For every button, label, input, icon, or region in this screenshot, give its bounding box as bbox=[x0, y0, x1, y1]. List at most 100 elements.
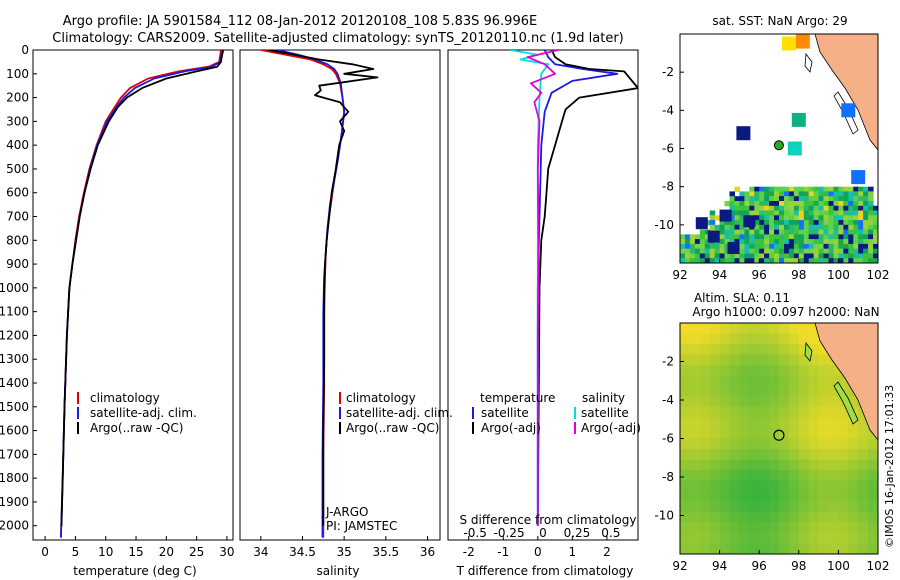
sst-cell bbox=[749, 205, 755, 212]
x-tick-label: 5 bbox=[72, 545, 80, 559]
sst-cell bbox=[764, 191, 770, 197]
sla-cell bbox=[848, 512, 859, 524]
sla-cell bbox=[709, 449, 721, 461]
sla-cell bbox=[680, 365, 691, 377]
sla-cell bbox=[749, 365, 760, 377]
sla-cell bbox=[709, 375, 721, 387]
sst-cell bbox=[848, 210, 854, 216]
sst-cell bbox=[853, 215, 859, 221]
sst-cell bbox=[685, 243, 691, 250]
sla-cell bbox=[680, 543, 691, 554]
sla-cell bbox=[769, 533, 780, 545]
sst-cell bbox=[724, 229, 730, 235]
sst-cell bbox=[818, 220, 825, 226]
sst-cell bbox=[699, 234, 706, 240]
sst-cell bbox=[759, 215, 765, 221]
sla-cell bbox=[868, 522, 878, 534]
sst-cell bbox=[784, 191, 790, 197]
sla-cell bbox=[858, 543, 869, 554]
sst-cell bbox=[754, 196, 760, 202]
sst-cell bbox=[734, 196, 740, 202]
sst-cell bbox=[863, 196, 869, 202]
lon-tick-label: 94 bbox=[712, 268, 727, 282]
sla-cell bbox=[709, 512, 721, 524]
sst-cell bbox=[695, 217, 708, 230]
depth-tick-label: 1100 bbox=[0, 305, 29, 319]
sst-cell bbox=[803, 224, 810, 231]
sst-cell bbox=[823, 201, 829, 207]
sst-cell bbox=[808, 210, 815, 216]
sla-cell bbox=[798, 480, 810, 492]
sst-cell bbox=[808, 205, 815, 212]
sst-cell bbox=[853, 186, 859, 192]
sst-cell bbox=[858, 224, 864, 231]
sst-cell bbox=[868, 243, 874, 250]
sla-map-land bbox=[804, 323, 878, 441]
sst-cell bbox=[868, 196, 874, 202]
sla-cell bbox=[689, 480, 701, 492]
sla-cell bbox=[689, 333, 701, 345]
sst-cell bbox=[868, 224, 874, 231]
sst-cell bbox=[784, 196, 790, 202]
sla-cell bbox=[759, 522, 770, 534]
sla-cell bbox=[709, 438, 721, 450]
x-tick-label: 20 bbox=[159, 545, 174, 559]
depth-tick-label: 1200 bbox=[0, 328, 29, 342]
sst-cell bbox=[754, 201, 760, 207]
sst-cell bbox=[709, 215, 716, 221]
sst-cell bbox=[853, 234, 859, 240]
sst-cell bbox=[873, 258, 878, 263]
sst-cell bbox=[828, 234, 834, 240]
sst-cell bbox=[764, 186, 770, 192]
sla-map-axis-ticks: 92 94 96 98 100 102 -2 -4 -6 -8 -10 bbox=[654, 355, 889, 574]
sla-cell bbox=[719, 375, 731, 387]
sst-cell bbox=[793, 224, 800, 231]
sla-cell bbox=[798, 396, 810, 408]
sla-cell bbox=[838, 543, 849, 554]
sla-cell bbox=[769, 470, 780, 482]
sst-cell bbox=[863, 248, 869, 254]
sla-cell bbox=[818, 459, 830, 471]
salinity-legend: climatology satellite-adj. clim. Argo(..… bbox=[339, 391, 453, 435]
series-line-climatology bbox=[60, 50, 222, 538]
sla-cell bbox=[719, 417, 731, 429]
sla-cell bbox=[689, 428, 701, 440]
sla-cell bbox=[699, 354, 711, 366]
sst-cell bbox=[818, 253, 825, 259]
sla-cell bbox=[749, 449, 760, 461]
sst-cell bbox=[848, 196, 854, 202]
lat-tick-label: -10 bbox=[654, 218, 674, 232]
sst-cell bbox=[833, 248, 839, 254]
island-outline bbox=[804, 52, 813, 73]
sst-cell bbox=[808, 220, 815, 226]
sla-cell bbox=[779, 354, 790, 366]
argo-point bbox=[851, 170, 866, 185]
sst-cell bbox=[769, 220, 775, 226]
sst-cell bbox=[749, 224, 755, 231]
sla-cell bbox=[759, 491, 770, 503]
difference-panel: -2 -1 0 1 2 -0.5 -0.25 0 0.25 0.5 T difference f… bbox=[447, 49, 641, 578]
sst-cell bbox=[739, 258, 745, 263]
lat-tick-label: -8 bbox=[662, 180, 674, 194]
sla-cell bbox=[788, 396, 800, 408]
sst-cell bbox=[798, 248, 805, 254]
legend-satellite: satellite-adj. clim. bbox=[90, 406, 197, 420]
sst-cell bbox=[694, 248, 701, 254]
sla-cell bbox=[868, 470, 878, 482]
sst-cell bbox=[744, 196, 750, 202]
sst-cell bbox=[769, 229, 775, 235]
sst-cell bbox=[709, 224, 716, 231]
sla-cell bbox=[779, 543, 790, 554]
sst-cell bbox=[813, 201, 820, 207]
sst-grid-cells bbox=[680, 186, 878, 263]
sst-cell bbox=[873, 243, 878, 250]
title-line2: Climatology: CARS2009. Satellite-adjuste… bbox=[52, 31, 624, 46]
depth-tick-label: 1300 bbox=[0, 352, 29, 366]
sst-cell bbox=[788, 239, 795, 245]
sst-cell bbox=[680, 239, 686, 245]
sst-cell bbox=[833, 186, 839, 192]
sst-cell bbox=[769, 191, 775, 197]
sst-cell bbox=[863, 229, 869, 235]
sst-cell bbox=[818, 224, 825, 231]
sla-cell bbox=[788, 438, 800, 450]
